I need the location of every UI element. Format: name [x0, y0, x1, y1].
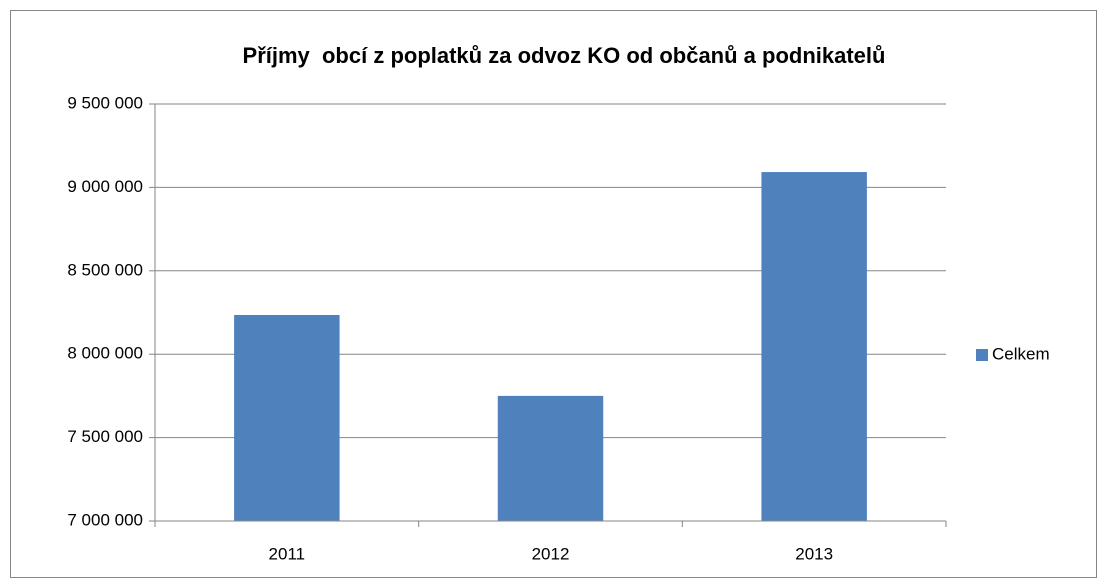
y-tick-label: 8 000 000: [67, 344, 143, 363]
y-tick-label: 8 500 000: [67, 260, 143, 279]
y-tick-label: 9 500 000: [67, 93, 143, 112]
bar: [497, 395, 604, 521]
x-tick-label: 2012: [532, 544, 570, 563]
y-tick-label: 7 500 000: [67, 427, 143, 446]
x-tick-label: 2011: [269, 544, 306, 563]
bar: [761, 172, 867, 522]
legend-label: Celkem: [992, 344, 1050, 363]
y-tick-label: 7 000 000: [67, 510, 143, 529]
y-tick-label: 9 000 000: [67, 177, 143, 196]
bar: [234, 315, 340, 521]
legend-swatch: [976, 349, 988, 361]
x-tick-label: 2013: [795, 544, 833, 563]
chart-title: Příjmy obcí z poplatků za odvoz KO od ob…: [243, 43, 886, 68]
